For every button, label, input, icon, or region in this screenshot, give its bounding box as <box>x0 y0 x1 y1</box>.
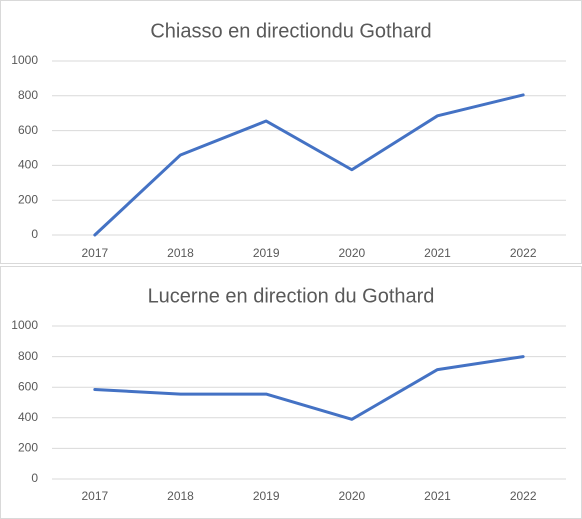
y-tick-label: 600 <box>18 379 38 393</box>
y-tick-label: 600 <box>18 123 38 137</box>
x-tick-label: 2018 <box>167 489 194 503</box>
x-tick-label: 2020 <box>338 246 365 260</box>
x-tick-label: 2022 <box>510 489 537 503</box>
y-tick-label: 200 <box>18 441 38 455</box>
y-tick-label: 400 <box>18 158 38 172</box>
x-tick-label: 2020 <box>338 489 365 503</box>
y-tick-label: 800 <box>18 88 38 102</box>
x-tick-label: 2021 <box>424 246 451 260</box>
chart-title: Chiasso en directiondu Gothard <box>150 20 431 42</box>
y-tick-label: 0 <box>31 471 38 485</box>
y-tick-label: 800 <box>18 349 38 363</box>
x-tick-label: 2018 <box>167 246 194 260</box>
x-tick-label: 2022 <box>510 246 537 260</box>
y-tick-label: 0 <box>31 227 38 241</box>
x-tick-label: 2021 <box>424 489 451 503</box>
line-series <box>93 93 525 237</box>
chart-title: Lucerne en direction du Gothard <box>148 285 435 307</box>
line-series <box>93 355 525 421</box>
y-tick-label: 400 <box>18 410 38 424</box>
y-tick-label: 1000 <box>11 318 38 332</box>
y-tick-label: 1000 <box>11 53 38 67</box>
x-tick-label: 2017 <box>81 246 108 260</box>
x-tick-label: 2019 <box>253 489 280 503</box>
x-tick-label: 2017 <box>81 489 108 503</box>
x-tick-label: 2019 <box>253 246 280 260</box>
y-tick-label: 200 <box>18 192 38 206</box>
